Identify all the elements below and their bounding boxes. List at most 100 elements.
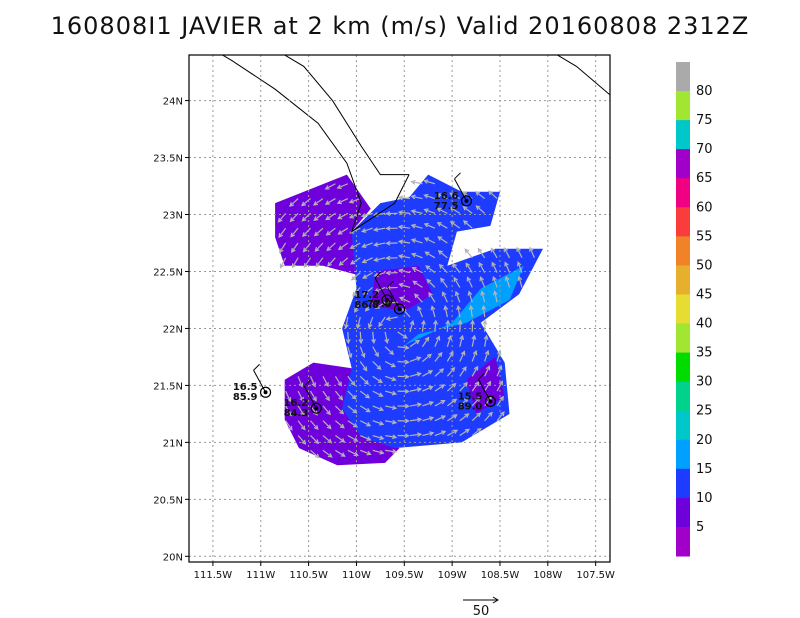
- wind-vector-head: [391, 419, 398, 425]
- wind-vector-head: [364, 379, 370, 385]
- wind-vector-head: [358, 338, 364, 345]
- wind-barb-flag: [387, 280, 394, 288]
- wind-vector-head: [327, 438, 333, 444]
- wind-vector: [313, 198, 324, 206]
- wind-vector-head: [516, 261, 522, 267]
- wind-vector: [297, 390, 304, 402]
- wind-vector: [426, 279, 436, 288]
- wind-vector: [347, 405, 357, 414]
- wind-vector: [359, 390, 370, 399]
- wind-vector: [412, 280, 423, 288]
- wind-vector: [505, 276, 511, 288]
- wind-vector: [297, 376, 303, 387]
- wind-vector: [409, 357, 421, 363]
- wind-vector: [459, 366, 467, 377]
- colorbar-segment: [676, 149, 690, 179]
- wind-vector-head: [367, 323, 373, 329]
- y-tick-label: 21N: [163, 438, 183, 449]
- wind-vector: [397, 360, 409, 363]
- wind-vector-head: [301, 439, 307, 445]
- wind-vector: [437, 236, 448, 244]
- wind-barb-flag: [454, 172, 461, 180]
- colorbar-segment: [676, 526, 690, 557]
- wind-vector-head: [352, 423, 359, 428]
- wind-vector-head: [337, 245, 343, 251]
- wind-vector-head: [437, 351, 443, 357]
- wind-vector-head: [338, 261, 344, 266]
- wind-vector: [503, 247, 511, 259]
- wind-vector-head: [337, 230, 343, 235]
- wind-vector-head: [472, 350, 478, 356]
- wind-vector: [384, 360, 396, 368]
- wind-vector: [459, 397, 469, 407]
- wind-vector-head: [364, 306, 370, 312]
- y-tick-label: 20N: [163, 552, 183, 563]
- colorbar-segment: [676, 178, 690, 208]
- wind-vector: [440, 278, 448, 288]
- wind-vector: [455, 291, 461, 303]
- colorbar-segment: [676, 439, 690, 470]
- colorbar-label: 45: [696, 287, 713, 302]
- wind-vector: [384, 375, 396, 381]
- wind-vector-head: [498, 380, 503, 386]
- wind-vector-head: [449, 350, 454, 356]
- station-label: 89.0: [458, 401, 483, 412]
- plot-frame: [188, 54, 611, 563]
- wind-vector-head: [314, 246, 320, 252]
- wind-vector-head: [390, 362, 397, 368]
- wind-vector-head: [311, 382, 316, 388]
- wind-vector: [385, 405, 397, 409]
- wind-vector: [409, 418, 422, 422]
- wind-vector-head: [365, 407, 371, 413]
- wind-vector: [372, 331, 375, 343]
- colorbar-label: 50: [696, 258, 713, 273]
- wind-vector-head: [428, 291, 433, 297]
- wind-vector: [421, 320, 425, 332]
- colorbar-label: 55: [696, 229, 713, 244]
- wind-vector-head: [437, 236, 443, 241]
- wind-vector: [385, 449, 397, 453]
- wind-vector-head: [374, 304, 380, 309]
- wind-vector-head: [484, 349, 490, 356]
- wind-vector: [463, 220, 473, 229]
- wind-vector-head: [279, 248, 284, 254]
- colorbar-label: 60: [696, 200, 713, 215]
- wind-vector: [459, 320, 461, 332]
- wind-vector: [478, 262, 486, 273]
- wind-vector: [359, 375, 369, 385]
- plot-area: 16.677.5 17.286.877.8 16.585.9 16.284.3 15.5…: [189, 55, 610, 562]
- wind-vector: [484, 335, 488, 347]
- wind-vector: [434, 430, 446, 437]
- wind-vector: [411, 210, 423, 214]
- wind-vector: [422, 417, 434, 422]
- wind-vector: [450, 221, 461, 229]
- coastline-1: [283, 55, 410, 176]
- wind-vector-head: [435, 335, 441, 341]
- wind-vector-head: [340, 452, 346, 457]
- colorbar-label: 15: [696, 462, 713, 477]
- wind-vector-head: [392, 449, 398, 454]
- wind-vector-head: [385, 316, 391, 321]
- wind-vector-head: [378, 322, 383, 328]
- wind-vector: [291, 242, 299, 253]
- wind-vector: [446, 398, 457, 407]
- station-marker: [381, 294, 393, 306]
- wind-vector-head: [397, 254, 404, 259]
- wind-vector-head: [436, 207, 442, 213]
- wind-vector-head: [428, 385, 434, 391]
- wind-vector-head: [314, 453, 320, 459]
- wind-vector-head: [470, 319, 475, 325]
- wind-vector: [289, 198, 299, 207]
- wind-vector: [374, 286, 386, 293]
- wind-vector-head: [421, 319, 426, 325]
- wind-vector: [359, 346, 365, 358]
- wind-vector: [337, 198, 349, 204]
- wind-vector-head: [279, 263, 285, 269]
- wind-vector-head: [326, 410, 331, 416]
- wind-vector: [434, 352, 443, 362]
- wind-vector: [424, 209, 436, 214]
- wind-vector-head: [441, 291, 447, 297]
- wind-vector-head: [460, 350, 466, 356]
- wind-vector-head: [350, 260, 356, 265]
- wind-vector-head: [449, 192, 455, 197]
